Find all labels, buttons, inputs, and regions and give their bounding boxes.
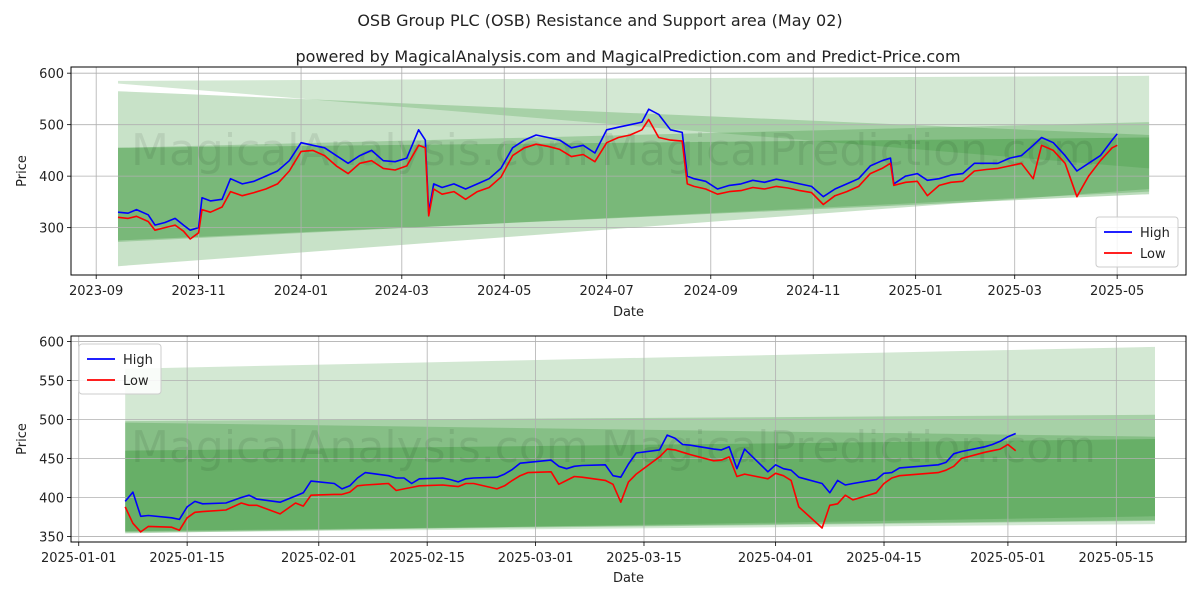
chart1-watermark-prediction: MagicalPrediction.com bbox=[601, 125, 1096, 176]
chart2-watermark-analysis: MagicalAnalysis.com bbox=[131, 422, 589, 473]
chart1-ytick-label: 500 bbox=[39, 119, 64, 134]
chart2-ytick-label: 500 bbox=[39, 413, 64, 428]
chart2-ytick-label: 550 bbox=[39, 374, 64, 389]
chart2-xtick-label: 2025-03-15 bbox=[606, 551, 682, 566]
chart1-xtick-label: 2024-01 bbox=[274, 284, 328, 299]
chart2-frame bbox=[70, 335, 1187, 543]
chart1-xtick-label: 2023-09 bbox=[69, 284, 123, 299]
chart1-xtick-label: 2024-05 bbox=[477, 284, 531, 299]
chart2-band-1 bbox=[125, 346, 1156, 533]
chart2-xtick-label: 2025-01-01 bbox=[41, 551, 117, 566]
chart1-xtick-label: 2023-11 bbox=[171, 284, 225, 299]
chart2-legend-box bbox=[78, 343, 162, 395]
chart2-series-low-line bbox=[124, 443, 1017, 533]
chart2-series-group bbox=[124, 432, 1017, 533]
chart1-xtick-label: 2024-07 bbox=[580, 284, 634, 299]
chart1-series-high-line bbox=[117, 108, 1118, 231]
chart1-band-2 bbox=[118, 91, 1150, 242]
chart2-legend-label-low: Low bbox=[123, 374, 149, 389]
chart2-xtick-label: 2025-04-15 bbox=[846, 551, 922, 566]
chart1-plot: 2023-09 2023-11 2024-01 2024-03 2024-05 2024-… bbox=[15, 66, 1187, 320]
chart1-band-1 bbox=[118, 75, 1150, 169]
chart2-band-2 bbox=[125, 414, 1156, 534]
chart2-xaxis-title: Date bbox=[613, 571, 644, 586]
chart1-legend: High Low bbox=[1095, 216, 1179, 268]
chart1-xtick-label: 2024-09 bbox=[684, 284, 738, 299]
chart-title: OSB Group PLC (OSB) Resistance and Suppo… bbox=[357, 11, 842, 30]
chart1-series-low-line bbox=[117, 118, 1118, 240]
chart2-band-3 bbox=[125, 422, 1156, 532]
chart2-legend: High Low bbox=[78, 343, 162, 395]
chart2-bands bbox=[125, 346, 1156, 534]
chart1-xaxis-title: Date bbox=[613, 305, 644, 320]
chart1-xtick-label: 2025-03 bbox=[988, 284, 1042, 299]
chart2-ytick-label: 400 bbox=[39, 492, 64, 507]
chart1-yaxis-title: Price bbox=[15, 155, 30, 187]
chart2-ytick-label: 350 bbox=[39, 531, 64, 546]
chart2-xtick-label: 2025-05-15 bbox=[1079, 551, 1155, 566]
chart2-series-high-line bbox=[124, 432, 1017, 521]
chart2-xtick-label: 2025-02-01 bbox=[281, 551, 357, 566]
chart2-yaxis-title: Price bbox=[15, 423, 30, 455]
chart2-xtick-label: 2025-05-01 bbox=[970, 551, 1046, 566]
chart1-legend-label-high: High bbox=[1140, 226, 1170, 241]
chart1-xtick-label: 2025-05 bbox=[1090, 284, 1144, 299]
chart1-legend-label-low: Low bbox=[1140, 247, 1166, 262]
chart1-xtick-label: 2024-03 bbox=[375, 284, 429, 299]
chart1-xtick-label: 2025-01 bbox=[888, 284, 942, 299]
chart1-ytick-label: 600 bbox=[39, 67, 64, 82]
chart2-xtick-label: 2025-01-15 bbox=[149, 551, 225, 566]
chart1-band-3 bbox=[118, 122, 1150, 267]
chart-subtitle: powered by MagicalAnalysis.com and Magic… bbox=[295, 47, 960, 66]
chart1-watermark-analysis: MagicalAnalysis.com bbox=[131, 125, 589, 176]
chart2-plot: 2025-01-01 2025-01-15 2025-02-01 2025-02-15… bbox=[15, 335, 1187, 586]
chart2-band-4 bbox=[125, 439, 1156, 532]
chart1-series-group bbox=[117, 108, 1118, 240]
chart2-ytick-label: 450 bbox=[39, 453, 64, 468]
chart2-watermark-prediction: MagicalPrediction.com bbox=[601, 422, 1096, 473]
chart2-xtick-label: 2025-02-15 bbox=[389, 551, 465, 566]
chart2-xtick-label: 2025-03-01 bbox=[498, 551, 574, 566]
chart2-xtick-label: 2025-04-01 bbox=[738, 551, 814, 566]
chart1-frame bbox=[70, 66, 1187, 276]
chart1-xtick-label: 2024-11 bbox=[786, 284, 840, 299]
chart1-ytick-label: 300 bbox=[39, 222, 64, 237]
chart2-ytick-label: 600 bbox=[39, 335, 64, 350]
chart2-legend-label-high: High bbox=[123, 353, 153, 368]
chart1-ytick-label: 400 bbox=[39, 170, 64, 185]
chart1-legend-box bbox=[1095, 216, 1179, 268]
